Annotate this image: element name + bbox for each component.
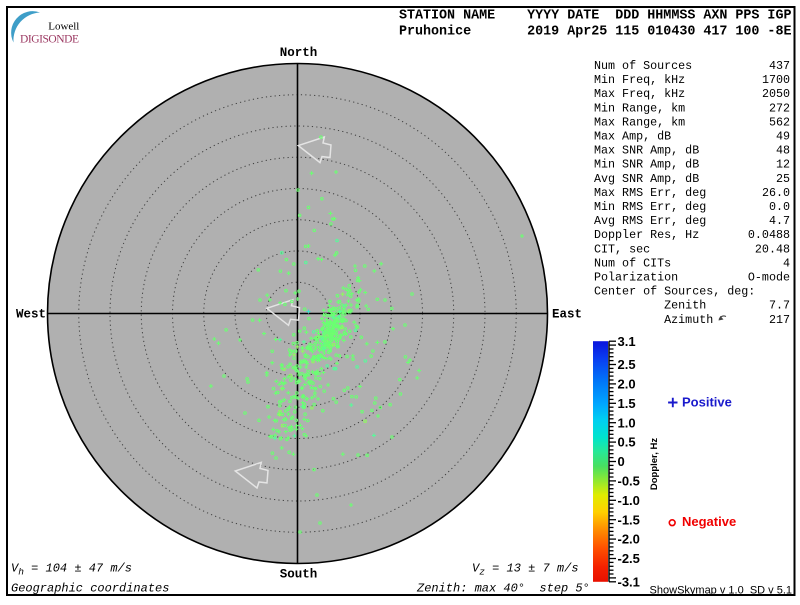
svg-text:Min RMS Err, deg: Min RMS Err, deg (594, 200, 706, 214)
svg-text:Vz = 13 ± 7 m/s: Vz = 13 ± 7 m/s (472, 562, 579, 578)
svg-text:O-mode: O-mode (748, 271, 790, 285)
svg-text:Min Freq, kHz: Min Freq, kHz (594, 73, 685, 87)
svg-text:Min SNR Amp, dB: Min SNR Amp, dB (594, 158, 699, 172)
svg-text:-2.0: -2.0 (618, 532, 640, 547)
svg-text:Vh = 104 ± 47 m/s: Vh = 104 ± 47 m/s (11, 562, 132, 578)
svg-text:DIGISONDE: DIGISONDE (20, 34, 79, 46)
svg-text:3.1: 3.1 (618, 334, 636, 349)
svg-text:ShowSkymap v 1.0 SD v 5.1: ShowSkymap v 1.0 SD v 5.1 (650, 585, 792, 597)
svg-text:West: West (16, 308, 46, 322)
svg-text:4.7: 4.7 (769, 214, 790, 228)
svg-text:437: 437 (769, 59, 790, 73)
svg-text:0.0488: 0.0488 (748, 228, 790, 242)
svg-text:Doppler Res, Hz: Doppler Res, Hz (594, 228, 699, 242)
svg-text:Doppler, Hz: Doppler, Hz (649, 438, 660, 491)
svg-text:East: East (552, 308, 582, 322)
svg-text:12: 12 (776, 158, 790, 172)
svg-text:272: 272 (769, 101, 790, 115)
svg-text:2050: 2050 (762, 87, 790, 101)
svg-text:1.0: 1.0 (618, 415, 636, 430)
svg-text:0.0: 0.0 (769, 200, 790, 214)
svg-text:Max Range, km: Max Range, km (594, 115, 685, 129)
svg-text:4: 4 (783, 256, 790, 270)
svg-text:49: 49 (776, 130, 790, 144)
svg-text:0: 0 (618, 454, 625, 469)
svg-text:0.5: 0.5 (618, 435, 636, 450)
svg-text:Avg SNR Amp, dB: Avg SNR Amp, dB (594, 172, 699, 186)
svg-text:Num of Sources: Num of Sources (594, 59, 692, 73)
svg-text:Polarization: Polarization (594, 271, 678, 285)
svg-text:STATION NAME YYYY DATE DDD: STATION NAME YYYY DATE DDD HHMMSS AXN PP… (399, 9, 792, 24)
svg-text:-1.5: -1.5 (618, 512, 640, 527)
svg-text:Center of Sources, deg:: Center of Sources, deg: (594, 285, 755, 299)
svg-text:Zenith: Zenith (594, 299, 706, 313)
svg-text:Zenith: max 40° step 5°: Zenith: max 40° step 5° (416, 582, 590, 596)
svg-text:1700: 1700 (762, 73, 790, 87)
svg-text:1.5: 1.5 (618, 396, 636, 411)
svg-text:Positive: Positive (682, 395, 732, 410)
svg-text:Num of CITs: Num of CITs (594, 256, 671, 270)
svg-text:Max RMS Err, deg: Max RMS Err, deg (594, 186, 706, 200)
svg-text:South: South (280, 568, 318, 582)
svg-text:25: 25 (776, 172, 790, 186)
svg-text:Max Amp, dB: Max Amp, dB (594, 130, 671, 144)
svg-text:-3.1: -3.1 (618, 574, 640, 589)
svg-text:2.5: 2.5 (618, 357, 636, 372)
svg-text:Pruhonice 2019 Apr25 115: Pruhonice 2019 Apr25 115 010430 417 100 … (399, 25, 792, 40)
svg-text:Lowell: Lowell (48, 21, 79, 33)
svg-text:Geographic coordinates: Geographic coordinates (11, 582, 169, 596)
svg-text:Avg RMS Err, deg: Avg RMS Err, deg (594, 214, 706, 228)
svg-text:-2.5: -2.5 (618, 551, 640, 566)
svg-text:North: North (280, 46, 318, 60)
svg-text:217: 217 (769, 313, 790, 327)
svg-text:2.0: 2.0 (618, 377, 636, 392)
svg-text:562: 562 (769, 115, 790, 129)
svg-text:CIT, sec: CIT, sec (594, 242, 650, 256)
svg-text:Max SNR Amp, dB: Max SNR Amp, dB (594, 144, 699, 158)
svg-text:-1.0: -1.0 (618, 493, 640, 508)
svg-text:Min Range, km: Min Range, km (594, 101, 685, 115)
svg-text:Max Freq, kHz: Max Freq, kHz (594, 87, 685, 101)
svg-text:7.7: 7.7 (769, 299, 790, 313)
svg-text:Negative: Negative (682, 514, 736, 529)
svg-text:-0.5: -0.5 (618, 474, 640, 489)
svg-text:20.48: 20.48 (755, 242, 790, 256)
svg-text:48: 48 (776, 144, 790, 158)
svg-text:26.0: 26.0 (762, 186, 790, 200)
svg-text:Azimuth: Azimuth (594, 313, 713, 327)
